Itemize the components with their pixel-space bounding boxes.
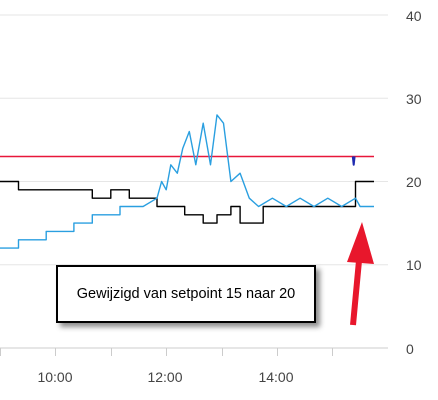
horizontal-grid-lines bbox=[0, 14, 388, 266]
annotation-box: Gewijzigd van setpoint 15 naar 20 bbox=[56, 265, 316, 323]
x-axis-tick-marks bbox=[0, 348, 333, 356]
y-tick-label: 40 bbox=[406, 8, 422, 24]
setpoint-marker bbox=[351, 156, 356, 166]
annotation-arrow-head bbox=[347, 222, 374, 264]
target-temperature-line bbox=[0, 180, 374, 224]
annotation-arrow bbox=[347, 222, 374, 326]
tick-labels: 0 10 20 30 40 10:00 12:00 14:00 bbox=[37, 8, 421, 385]
y-tick-label: 10 bbox=[406, 257, 422, 273]
x-tick-label: 10:00 bbox=[37, 369, 72, 385]
x-tick-label: 12:00 bbox=[147, 369, 182, 385]
room-temperature-line bbox=[0, 114, 374, 249]
y-tick-label: 30 bbox=[406, 91, 422, 107]
series-layer bbox=[0, 114, 374, 249]
y-tick-label: 20 bbox=[406, 174, 422, 190]
x-tick-label: 14:00 bbox=[258, 369, 293, 385]
annotation-text: Gewijzigd van setpoint 15 naar 20 bbox=[76, 286, 296, 302]
y-tick-label: 0 bbox=[406, 341, 414, 357]
